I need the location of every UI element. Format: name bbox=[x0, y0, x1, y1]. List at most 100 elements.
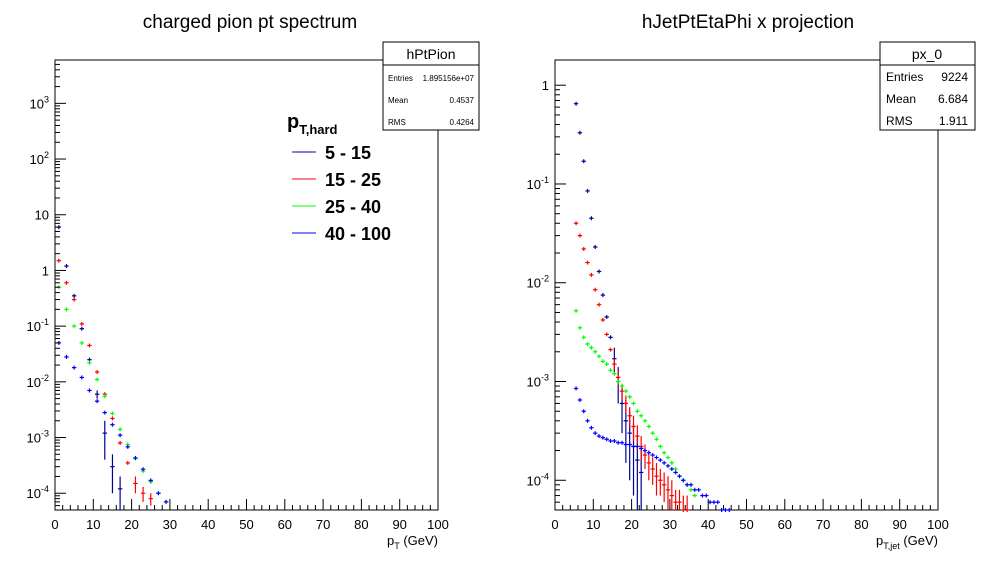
data-point bbox=[110, 411, 115, 416]
right-stats-label-entries: Entries bbox=[886, 70, 923, 84]
data-point bbox=[87, 360, 92, 365]
x-tick-label: 50 bbox=[739, 517, 753, 532]
right-panel: hJetPtEtaPhi x projection 0 10 20 30 40 50 60 7… bbox=[527, 12, 976, 551]
y-tick-label: 10-1 bbox=[527, 175, 549, 192]
data-point bbox=[117, 433, 123, 438]
data-point bbox=[650, 453, 655, 458]
right-x-axis-label: pT,jet (GeV) bbox=[876, 533, 938, 551]
data-point bbox=[87, 343, 92, 348]
data-point bbox=[661, 460, 667, 465]
data-point bbox=[585, 341, 590, 346]
data-point bbox=[658, 458, 663, 463]
data-point bbox=[673, 489, 678, 510]
right-stats-value-mean: 6.684 bbox=[938, 92, 968, 106]
left-y-ticks: 10-4 10-3 10-2 10-1 1 10 102 103 bbox=[27, 59, 66, 511]
y-tick-label: 1 bbox=[42, 263, 49, 278]
data-point bbox=[110, 454, 115, 494]
data-point bbox=[654, 455, 659, 460]
legend: pT,hard 5 - 15 15 - 25 25 - 40 40 - 100 bbox=[287, 111, 391, 244]
data-point bbox=[577, 130, 583, 135]
data-point bbox=[79, 375, 85, 380]
data-point bbox=[600, 293, 606, 298]
data-point bbox=[148, 493, 153, 506]
data-point bbox=[646, 450, 652, 455]
y-tick-label: 10-1 bbox=[27, 317, 49, 334]
x-tick-label: 90 bbox=[392, 517, 406, 532]
data-point bbox=[623, 389, 629, 394]
data-point bbox=[608, 347, 613, 352]
data-point bbox=[669, 460, 675, 465]
data-point bbox=[612, 371, 617, 376]
data-point bbox=[600, 435, 606, 440]
left-stats-box: hPtPion Entries 1.895156e+07 Mean 0.4537… bbox=[382, 41, 480, 131]
right-y-ticks: 10-4 10-3 10-2 10-1 1 bbox=[527, 78, 566, 511]
left-x-axis-label: pT (GeV) bbox=[387, 533, 438, 551]
data-series bbox=[56, 225, 123, 510]
left-stats-label-entries: Entries bbox=[388, 74, 413, 83]
left-stats-value-mean: 0.4537 bbox=[450, 96, 475, 105]
data-point bbox=[585, 188, 590, 193]
data-point bbox=[117, 476, 123, 510]
left-stats-label-mean: Mean bbox=[388, 96, 408, 105]
x-tick-label: 40 bbox=[701, 517, 715, 532]
data-point bbox=[673, 467, 678, 472]
data-point bbox=[615, 440, 621, 445]
data-point bbox=[577, 325, 583, 330]
data-point bbox=[631, 415, 636, 441]
right-series-group bbox=[573, 101, 732, 512]
data-point bbox=[56, 258, 62, 263]
data-point bbox=[650, 431, 655, 436]
data-point bbox=[581, 335, 586, 340]
x-tick-label: 90 bbox=[892, 517, 906, 532]
data-point bbox=[688, 482, 694, 487]
data-point bbox=[615, 370, 621, 387]
data-point bbox=[94, 399, 100, 404]
right-x-ticks: 0 10 20 30 40 50 60 70 80 90 100 bbox=[551, 499, 949, 532]
data-point bbox=[581, 409, 586, 414]
data-point bbox=[125, 444, 130, 449]
right-stats-label-rms: RMS bbox=[886, 114, 913, 128]
x-tick-label: 0 bbox=[51, 517, 58, 532]
legend-entry: 15 - 25 bbox=[292, 170, 381, 190]
data-point bbox=[596, 302, 602, 307]
data-point bbox=[658, 469, 663, 496]
data-point bbox=[64, 264, 69, 269]
x-tick-label: 80 bbox=[354, 517, 368, 532]
left-stats-value-entries: 1.895156e+07 bbox=[423, 74, 475, 83]
data-point bbox=[604, 437, 609, 442]
left-series-group bbox=[56, 225, 169, 510]
x-tick-label: 0 bbox=[551, 517, 558, 532]
data-point bbox=[665, 463, 671, 468]
y-tick-label: 103 bbox=[30, 94, 49, 111]
left-panel: charged pion pt spectrum 0 10 20 30 40 50 60 70… bbox=[27, 12, 480, 551]
left-chart-title: charged pion pt spectrum bbox=[143, 12, 357, 33]
right-stats-value-entries: 9224 bbox=[941, 70, 968, 84]
data-point bbox=[585, 260, 590, 265]
x-tick-label: 70 bbox=[316, 517, 330, 532]
data-point bbox=[635, 444, 640, 449]
data-point bbox=[110, 416, 115, 421]
data-point bbox=[79, 321, 85, 326]
data-point bbox=[627, 407, 632, 427]
data-series bbox=[573, 386, 732, 512]
data-point bbox=[64, 354, 69, 359]
y-tick-label: 10 bbox=[35, 208, 49, 223]
data-point bbox=[692, 487, 697, 492]
data-point bbox=[94, 377, 100, 382]
data-point bbox=[669, 480, 675, 510]
data-point bbox=[140, 486, 146, 502]
data-point bbox=[631, 444, 636, 449]
data-point bbox=[654, 462, 659, 496]
data-point bbox=[623, 442, 629, 447]
data-point bbox=[600, 317, 606, 322]
data-point bbox=[612, 358, 617, 371]
data-point bbox=[156, 491, 161, 496]
data-point bbox=[125, 460, 130, 465]
y-tick-label: 102 bbox=[30, 150, 49, 167]
legend-title: pT,hard bbox=[287, 111, 338, 137]
data-point bbox=[64, 307, 69, 312]
data-point bbox=[117, 440, 123, 445]
data-point bbox=[688, 487, 694, 492]
y-tick-label: 10-3 bbox=[27, 429, 49, 446]
data-point bbox=[638, 413, 644, 418]
